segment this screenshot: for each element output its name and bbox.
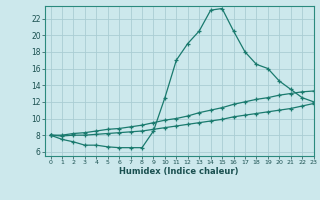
X-axis label: Humidex (Indice chaleur): Humidex (Indice chaleur) — [119, 167, 239, 176]
